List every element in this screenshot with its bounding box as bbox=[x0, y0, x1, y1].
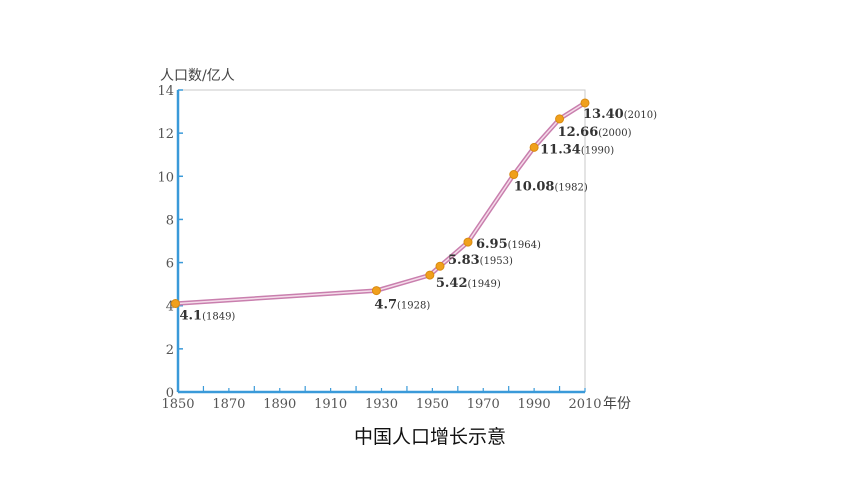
y-tick-label: 6 bbox=[166, 257, 174, 272]
data-point bbox=[435, 261, 445, 271]
data-label-year: (1990) bbox=[581, 145, 614, 156]
data-label-value: 5.83 bbox=[448, 253, 480, 268]
x-tick-label: 1870 bbox=[212, 397, 245, 412]
y-tick-label: 10 bbox=[157, 170, 174, 185]
data-label-value: 6.95 bbox=[476, 237, 508, 252]
y-tick-label: 0 bbox=[166, 386, 174, 401]
data-label-value: 5.42 bbox=[436, 276, 468, 291]
y-tick-label: 14 bbox=[157, 84, 174, 99]
data-label: 4.1(1849) bbox=[179, 309, 235, 324]
data-label-year: (1949) bbox=[468, 279, 501, 290]
y-axis-title: 人口数/亿人 bbox=[160, 68, 235, 84]
y-tick-label: 4 bbox=[166, 300, 174, 315]
data-label-year: (1928) bbox=[397, 301, 430, 312]
data-label: 13.40(2010) bbox=[583, 107, 657, 122]
x-tick-label: 1970 bbox=[467, 397, 500, 412]
y-tick-label: 8 bbox=[166, 213, 174, 228]
x-tick-label: 1890 bbox=[263, 397, 296, 412]
data-label-value: 12.66 bbox=[558, 125, 599, 140]
data-point bbox=[425, 270, 435, 280]
population-series bbox=[170, 98, 590, 309]
series-line bbox=[175, 100, 587, 306]
x-tick-label: 2010 bbox=[568, 397, 601, 412]
y-tick-label: 12 bbox=[157, 127, 174, 142]
data-label-year: (2000) bbox=[598, 128, 631, 139]
x-tick-label: 1950 bbox=[416, 397, 449, 412]
data-label: 5.42(1949) bbox=[436, 276, 501, 291]
data-label: 10.08(1982) bbox=[514, 180, 588, 195]
data-point bbox=[555, 114, 565, 124]
data-label-year: (1982) bbox=[554, 183, 587, 194]
series-line-highlight bbox=[175, 102, 586, 305]
data-point bbox=[371, 286, 381, 296]
data-label-value: 11.34 bbox=[540, 142, 581, 157]
x-axis-title: 年份 bbox=[603, 396, 631, 412]
chart-caption: 中国人口增长示意 bbox=[353, 426, 506, 448]
x-tick-label: 1930 bbox=[365, 397, 398, 412]
data-point bbox=[170, 299, 180, 309]
y-axis-ticks: 0 2 4 6 8 10 12 14 bbox=[157, 84, 183, 401]
data-label: 11.34(1990) bbox=[540, 142, 614, 157]
data-label: 5.83(1953) bbox=[448, 253, 513, 268]
data-label-value: 4.7 bbox=[374, 298, 397, 313]
x-tick-label: 1910 bbox=[314, 397, 347, 412]
y-tick-label: 2 bbox=[166, 343, 174, 358]
data-label-year: (2010) bbox=[624, 110, 657, 121]
data-point bbox=[580, 98, 590, 108]
x-axis-ticks: 1850 1870 1890 1910 1930 1950 1970 1990 2010 bbox=[161, 386, 602, 412]
data-label-value: 4.1 bbox=[179, 309, 202, 324]
data-point bbox=[529, 142, 539, 152]
data-label-year: (1964) bbox=[508, 240, 541, 251]
data-label-year: (1849) bbox=[202, 312, 235, 323]
data-label-value: 13.40 bbox=[583, 107, 624, 122]
x-tick-label: 1850 bbox=[161, 397, 194, 412]
data-label-value: 10.08 bbox=[514, 180, 555, 195]
data-label: 12.66(2000) bbox=[558, 125, 632, 140]
data-label: 4.7(1928) bbox=[374, 298, 430, 313]
x-tick-label: 1990 bbox=[518, 397, 551, 412]
data-labels: 4.1(1849)4.7(1928)5.42(1949)5.83(1953)6.… bbox=[179, 107, 657, 324]
data-label: 6.95(1964) bbox=[476, 237, 541, 252]
data-point bbox=[509, 170, 519, 180]
data-label-year: (1953) bbox=[480, 256, 513, 267]
data-point bbox=[463, 237, 473, 247]
